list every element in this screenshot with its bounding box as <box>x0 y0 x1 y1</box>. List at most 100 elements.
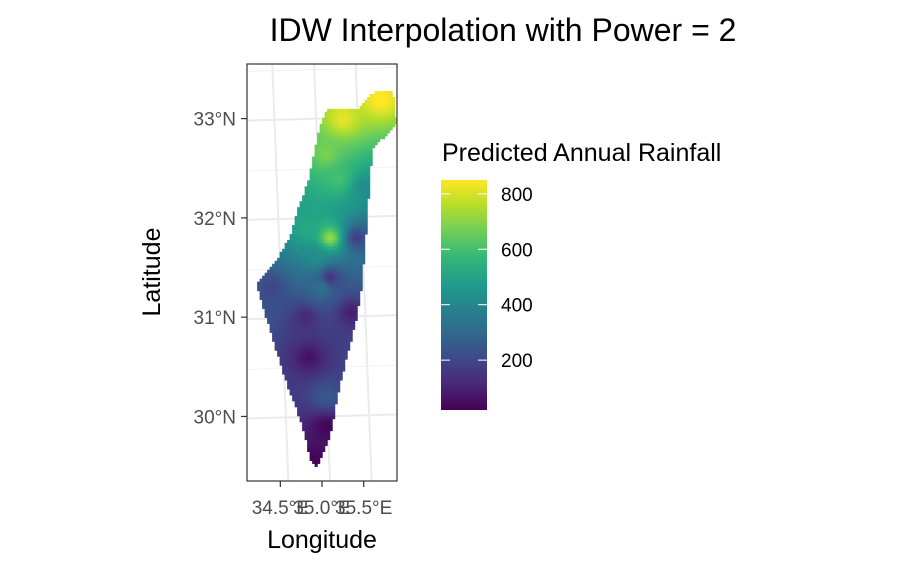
raster-cell <box>267 269 271 274</box>
raster-cell <box>282 332 286 336</box>
raster-cell <box>287 329 291 333</box>
raster-cell <box>329 338 333 342</box>
raster-cell <box>354 138 358 143</box>
raster-cell <box>264 302 268 307</box>
raster-cell <box>349 242 353 247</box>
raster-cell <box>369 153 373 158</box>
raster-cell <box>317 409 321 414</box>
raster-cell <box>304 403 308 408</box>
raster-cell <box>327 356 331 360</box>
raster-cell <box>349 207 353 211</box>
raster-cell <box>312 156 316 161</box>
raster-cell <box>377 114 381 119</box>
raster-cell <box>349 338 353 342</box>
raster-cell <box>377 96 381 101</box>
raster-cell <box>372 93 376 98</box>
raster-cell <box>274 344 278 348</box>
raster-cell <box>284 362 288 366</box>
raster-cell <box>327 248 331 253</box>
raster-cell <box>327 347 331 351</box>
raster-cell <box>339 326 343 330</box>
raster-cell <box>329 213 333 217</box>
raster-cell <box>367 99 371 104</box>
raster-cell <box>347 135 351 140</box>
raster-cell <box>339 233 343 238</box>
raster-cell <box>329 135 333 140</box>
raster-cell <box>284 344 288 348</box>
raster-cell <box>307 263 311 268</box>
raster-cell <box>354 236 358 241</box>
raster-cell <box>284 359 288 363</box>
raster-cell <box>347 195 351 199</box>
raster-cell <box>307 409 311 414</box>
raster-cell <box>317 168 321 173</box>
raster-cell <box>319 230 323 235</box>
raster-cell <box>314 305 318 310</box>
raster-cell <box>337 382 341 387</box>
raster-cell <box>299 376 303 381</box>
raster-cell <box>312 272 316 277</box>
raster-cell <box>344 165 348 170</box>
raster-cell <box>329 293 333 298</box>
raster-cell <box>327 370 331 375</box>
raster-cell <box>289 344 293 348</box>
raster-cell <box>314 153 318 158</box>
raster-cell <box>284 326 288 330</box>
raster-cell <box>297 379 301 384</box>
raster-cell <box>289 299 293 304</box>
raster-cell <box>332 373 336 378</box>
raster-cell <box>334 222 338 226</box>
raster-cell <box>322 150 326 155</box>
raster-cell <box>362 207 366 211</box>
raster-cell <box>344 159 348 164</box>
raster-cell <box>327 192 331 196</box>
raster-cell <box>287 356 291 360</box>
raster-cell <box>279 287 283 292</box>
raster-cell <box>354 275 358 280</box>
raster-cell <box>309 296 313 301</box>
raster-cell <box>297 275 301 280</box>
raster-cell <box>292 368 296 372</box>
raster-cell <box>339 248 343 253</box>
raster-cell <box>337 281 341 286</box>
raster-cell <box>307 338 311 342</box>
raster-cell <box>322 350 326 354</box>
raster-cell <box>342 129 346 134</box>
raster-cell <box>337 239 341 244</box>
raster-cell <box>314 451 318 455</box>
raster-cell <box>314 421 318 426</box>
raster-cell <box>327 147 331 152</box>
raster-cell <box>342 326 346 330</box>
raster-cell <box>302 391 306 396</box>
raster-cell <box>334 248 338 253</box>
raster-cell <box>337 379 341 384</box>
raster-cell <box>319 225 323 229</box>
raster-cell <box>337 266 341 271</box>
raster-cell <box>359 219 363 223</box>
raster-cell <box>284 305 288 310</box>
raster-cell <box>272 263 276 268</box>
raster-cell <box>302 421 306 426</box>
raster-cell <box>347 156 351 161</box>
raster-cell <box>344 216 348 220</box>
raster-cell <box>297 236 301 241</box>
raster-cell <box>332 365 336 369</box>
raster-cell <box>319 269 323 274</box>
raster-cell <box>274 326 278 330</box>
raster-cell <box>294 239 298 244</box>
raster-cell <box>314 400 318 405</box>
raster-cell <box>359 132 363 137</box>
raster-cell <box>329 150 333 155</box>
raster-cell <box>309 207 313 211</box>
raster-cell <box>277 326 281 330</box>
raster-cell <box>347 242 351 247</box>
raster-cell <box>329 341 333 345</box>
raster-cell <box>267 308 271 313</box>
raster-cell <box>347 290 351 295</box>
raster-cell <box>282 275 286 280</box>
raster-cell <box>377 111 381 116</box>
raster-cell <box>387 126 391 131</box>
raster-cell <box>309 368 313 372</box>
raster-cell <box>392 102 396 107</box>
